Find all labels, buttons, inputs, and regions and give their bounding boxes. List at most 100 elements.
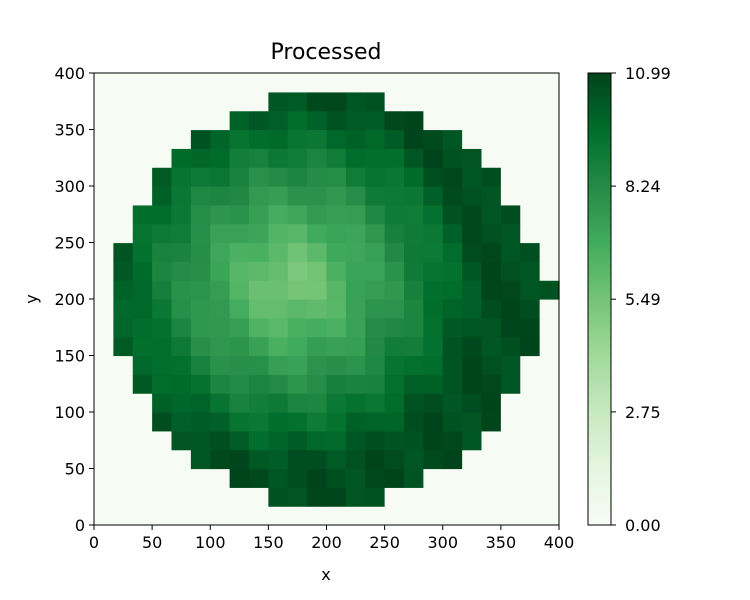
heatmap-cell (442, 411, 463, 432)
heatmap-cell (249, 148, 269, 168)
heatmap-cell (500, 317, 521, 338)
heatmap-cell (404, 317, 424, 338)
heatmap-cell (287, 487, 308, 507)
heatmap-cell (307, 468, 328, 488)
heatmap-cell (190, 110, 211, 131)
heatmap-cell (94, 223, 114, 244)
heatmap-cell (229, 411, 250, 432)
heatmap-cell (423, 298, 444, 319)
heatmap-cell (113, 110, 134, 131)
heatmap-cell (384, 72, 405, 93)
heatmap-cell (404, 72, 424, 93)
heatmap-cell (365, 204, 386, 225)
heatmap-cell (345, 72, 366, 93)
heatmap-cell (287, 355, 308, 375)
heatmap-cell (462, 261, 483, 281)
heatmap-cell (171, 449, 192, 470)
heatmap-cell (345, 185, 366, 206)
heatmap-cell (210, 223, 231, 244)
heatmap-cell (539, 261, 560, 281)
heatmap-cell (171, 506, 192, 526)
heatmap-cell (326, 298, 347, 319)
heatmap-cell (384, 91, 405, 112)
heatmap-cell (268, 280, 289, 300)
heatmap-cell (268, 110, 289, 131)
heatmap-cell (462, 374, 483, 394)
heatmap-cell (307, 72, 328, 93)
heatmap-cell (268, 506, 289, 526)
heatmap-cell (423, 393, 444, 413)
heatmap-cell (481, 204, 502, 225)
heatmap-cell (268, 430, 289, 451)
heatmap-cell (520, 336, 541, 357)
heatmap-cell (481, 167, 502, 187)
heatmap-cell (404, 355, 424, 375)
heatmap-cell (326, 280, 347, 300)
heatmap-cell (249, 261, 269, 281)
heatmap-cell (326, 411, 347, 432)
heatmap-cell (249, 298, 269, 319)
heatmap-cell (287, 148, 308, 168)
heatmap-cell (423, 110, 444, 131)
heatmap-cell (345, 393, 366, 413)
heatmap-cell (307, 204, 328, 225)
heatmap-cell (423, 430, 444, 451)
heatmap-cell (481, 261, 502, 281)
heatmap-cell (210, 468, 231, 488)
heatmap-cell (268, 411, 289, 432)
heatmap-cell (539, 91, 560, 112)
x-tick-label: 100 (195, 533, 226, 552)
heatmap-cell (229, 336, 250, 357)
heatmap-cell (307, 355, 328, 375)
heatmap-cell (132, 449, 153, 470)
heatmap-cell (462, 223, 483, 244)
heatmap-cell (132, 393, 153, 413)
heatmap-cell (384, 468, 405, 488)
colorbar-tick-label: 5.49 (625, 290, 661, 309)
heatmap-cell (210, 487, 231, 507)
heatmap-cell (171, 148, 192, 168)
heatmap-cell (307, 167, 328, 187)
heatmap-cell (132, 317, 153, 338)
heatmap-cell (249, 449, 269, 470)
x-tick-label: 0 (89, 533, 99, 552)
heatmap-cell (423, 411, 444, 432)
heatmap-cell (500, 148, 521, 168)
heatmap-cell (423, 487, 444, 507)
heatmap-cell (307, 261, 328, 281)
y-tick-label: 350 (54, 121, 85, 140)
heatmap-cell (152, 204, 173, 225)
heatmap-cell (384, 298, 405, 319)
heatmap-cell (326, 72, 347, 93)
heatmap-cell (287, 167, 308, 187)
heatmap-cell (132, 298, 153, 319)
heatmap-cell (287, 280, 308, 300)
heatmap-cell (307, 185, 328, 206)
heatmap-cell (171, 468, 192, 488)
heatmap-cell (171, 393, 192, 413)
heatmap-cell (171, 317, 192, 338)
heatmap-cell (365, 393, 386, 413)
heatmap-cell (365, 261, 386, 281)
heatmap-cell (404, 430, 424, 451)
x-tick-label: 350 (486, 533, 517, 552)
heatmap-cell (520, 449, 541, 470)
heatmap-cell (94, 261, 114, 281)
heatmap-cell (210, 449, 231, 470)
heatmap-cell (404, 449, 424, 470)
heatmap-cell (190, 129, 211, 149)
x-tick-label: 400 (544, 533, 575, 552)
heatmap-cell (384, 148, 405, 168)
heatmap-cell (442, 72, 463, 93)
heatmap-cell (481, 487, 502, 507)
heatmap-cell (384, 449, 405, 470)
heatmap-cell (423, 506, 444, 526)
heatmap-cell (132, 110, 153, 131)
heatmap-cell (94, 280, 114, 300)
heatmap-cell (500, 374, 521, 394)
heatmap-cell (462, 411, 483, 432)
chart-title: Processed (271, 40, 382, 65)
heatmap-cell (365, 298, 386, 319)
heatmap-cell (384, 223, 405, 244)
heatmap-cell (307, 374, 328, 394)
